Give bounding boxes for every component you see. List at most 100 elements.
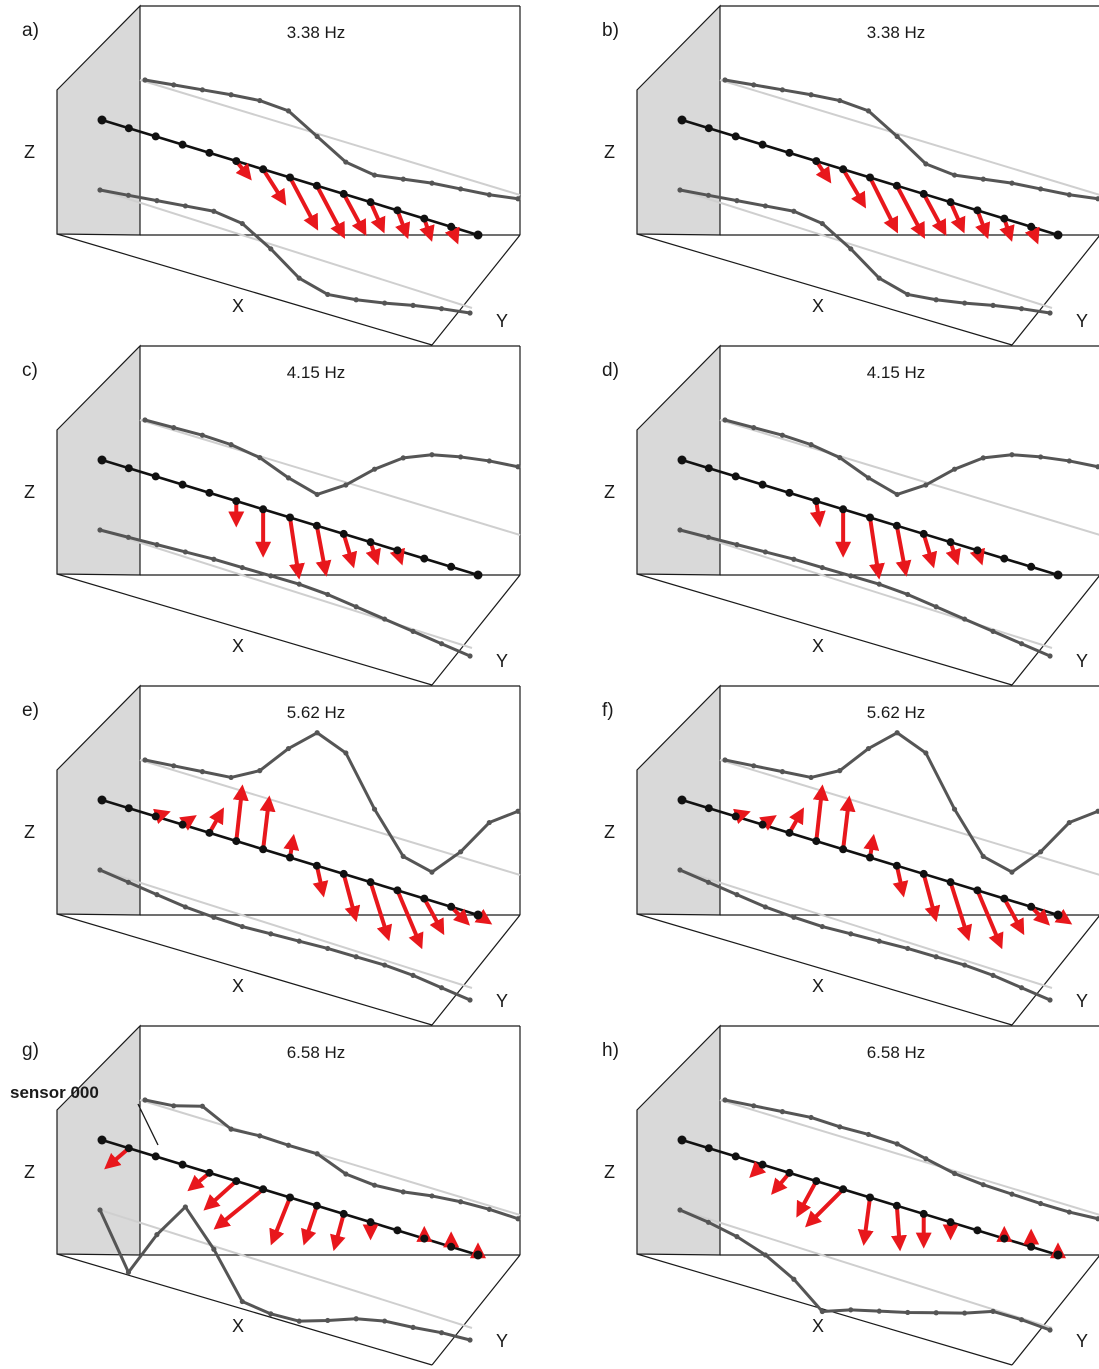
sensor-annotation: sensor 000 — [10, 1083, 99, 1102]
sensor-node — [393, 886, 402, 895]
projection-top-point — [751, 763, 757, 769]
projection-bottom-point — [905, 291, 911, 298]
projection-bottom-point — [125, 192, 132, 198]
frequency-title: 3.38 Hz — [287, 23, 346, 42]
projection-top-point — [142, 77, 148, 83]
projection-top-point — [923, 750, 929, 756]
projection-top-point — [722, 1097, 728, 1103]
projection-bottom-point — [154, 892, 160, 898]
projection-top-point — [837, 455, 843, 461]
displacement-arrow — [301, 1205, 319, 1246]
sensor-node — [1027, 902, 1036, 911]
projection-bottom-point — [1047, 1327, 1053, 1333]
sensor-node — [178, 1160, 187, 1169]
projection-top-point — [228, 92, 234, 98]
displacement-arrow — [288, 176, 319, 231]
projection-bottom-point — [791, 208, 797, 214]
projection-top-point — [779, 1109, 785, 1115]
frame-edge — [1011, 1255, 1099, 1366]
projection-bottom-point — [762, 904, 768, 910]
displacement-arrow — [422, 897, 445, 936]
projection-top-point — [257, 1133, 263, 1139]
sensor-node — [946, 1218, 955, 1227]
panel-label: h) — [602, 1040, 619, 1061]
panel-label: c) — [22, 360, 38, 381]
projection-top-point — [1095, 1216, 1099, 1222]
sensor-node — [366, 198, 375, 207]
sensor-node — [447, 562, 456, 571]
sensor-node — [785, 828, 794, 837]
guide-line — [139, 79, 521, 196]
projection-top-point — [980, 455, 986, 461]
guide-line — [679, 189, 1053, 309]
frame-edge — [56, 913, 433, 1026]
projection-top-point — [808, 774, 814, 781]
displacement-arrow — [921, 873, 941, 923]
frame-edge — [1011, 235, 1099, 346]
frequency-title: 5.62 Hz — [287, 703, 346, 722]
y-axis-label: Y — [496, 1331, 508, 1351]
x-axis-label: X — [812, 976, 824, 996]
projection-bottom — [99, 528, 471, 658]
sensor-node — [839, 505, 848, 514]
sensor-node — [839, 165, 848, 174]
projection-top-point — [371, 172, 378, 178]
projection-bottom-point — [410, 302, 416, 308]
projection-bottom-point — [438, 985, 445, 991]
projection-top-point — [751, 82, 757, 88]
sensor-node — [259, 165, 268, 174]
sensor-node — [731, 132, 740, 141]
frame-edge — [431, 914, 521, 1026]
projection-bottom-point — [182, 1204, 188, 1210]
displacement-arrow — [796, 1180, 819, 1218]
projection-top-point — [1095, 808, 1099, 814]
projection-bottom-point — [467, 1337, 473, 1343]
projection-bottom-point — [876, 581, 882, 587]
projection-bottom-point — [990, 302, 996, 308]
displacement-arrow — [805, 1187, 845, 1228]
z-axis-label: Z — [604, 142, 615, 162]
displacement-arrow — [841, 168, 867, 209]
sensor-node — [312, 1201, 321, 1210]
displacement-arrow — [812, 784, 829, 842]
panel-h: h) 6.58 Hz Z X Y — [602, 1024, 1099, 1366]
projection-bottom-point — [97, 1207, 103, 1213]
projection-top-point — [199, 1103, 205, 1109]
guide-line — [99, 529, 473, 649]
projection-top-point — [865, 108, 872, 114]
projection-top-point — [1095, 196, 1099, 202]
z-axis-label: Z — [24, 142, 35, 162]
frame-edge — [1011, 575, 1099, 686]
sensor-node — [973, 1226, 982, 1235]
projection-bottom-point — [819, 1308, 825, 1315]
guide-line — [719, 1099, 1099, 1216]
projection-bottom-point — [905, 591, 911, 598]
projection-bottom-point — [848, 246, 854, 252]
projection-top-point — [400, 176, 406, 182]
projection-bottom-point — [933, 1310, 939, 1316]
sensor-node — [785, 1168, 794, 1177]
projection-bottom-point — [410, 972, 416, 978]
projection-bottom-point — [762, 549, 768, 555]
projection-top-point — [429, 180, 435, 186]
guide-line — [139, 759, 521, 876]
sensor-node — [473, 910, 483, 920]
projection-top-point — [257, 455, 263, 461]
projection-bottom-point — [962, 962, 968, 968]
projection-bottom-point — [325, 945, 331, 952]
y-axis-label: Y — [1076, 1331, 1088, 1351]
projection-top-point — [285, 475, 292, 481]
frame-edge — [56, 233, 433, 346]
projection-top-point — [314, 491, 320, 498]
projection-top-point — [894, 730, 900, 736]
projection-top — [144, 731, 519, 874]
guide-line — [679, 1209, 1053, 1329]
projection-top-point — [515, 196, 521, 202]
sensor-node — [866, 853, 874, 862]
projection-top-point — [429, 1193, 435, 1199]
projection-bottom-point — [239, 564, 245, 571]
projection-top-point — [1038, 849, 1044, 855]
projection-bottom-point — [933, 297, 939, 303]
x-axis-label: X — [812, 296, 824, 316]
projection-bottom-point — [239, 923, 245, 930]
